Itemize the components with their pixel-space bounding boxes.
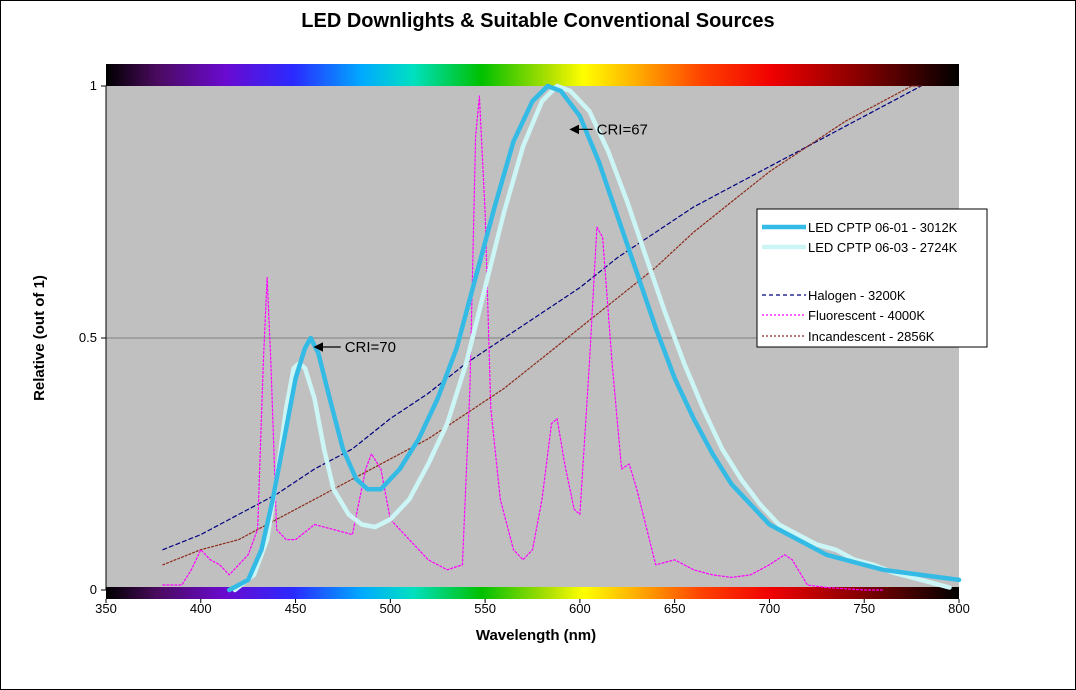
annotation-label: CRI=70 (345, 339, 396, 356)
spectrum-bar-top (106, 64, 959, 86)
legend: LED CPTP 06-01 - 3012K LED CPTP 06-03 - 2… (756, 208, 988, 348)
x-tick-label: 500 (379, 601, 401, 616)
series-line-3 (162, 95, 884, 591)
spectrum-bar-bottom (106, 587, 959, 599)
x-axis-label: Wavelength (nm) (476, 627, 596, 644)
x-tick-label: 650 (664, 601, 686, 616)
series-line-4 (162, 85, 922, 566)
y-tick-label: 0 (90, 582, 97, 597)
x-tick-label: 800 (948, 601, 970, 616)
x-tick-label: 400 (190, 601, 212, 616)
legend-label-3: Fluorescent - 4000K (808, 308, 925, 323)
legend-label-2: Halogen - 3200K (808, 288, 906, 303)
x-tick-label: 550 (474, 601, 496, 616)
chart-title: LED Downlights & Suitable Conventional S… (301, 10, 774, 32)
plot-area (106, 64, 962, 599)
y-axis-ticks: 00.51 (79, 78, 107, 597)
x-tick-label: 600 (569, 601, 591, 616)
legend-label-4: Incandescent - 2856K (808, 329, 935, 344)
series-line-2 (162, 85, 922, 551)
x-tick-label: 700 (759, 601, 781, 616)
x-tick-label: 750 (853, 601, 875, 616)
annotations: CRI=70 CRI=67 (313, 121, 648, 356)
x-tick-label: 350 (95, 601, 117, 616)
legend-box (756, 208, 988, 348)
y-axis-label: Relative (out of 1) (31, 275, 48, 401)
x-axis-ticks: 350 400 450 500 550 600 650 700 750 800 (95, 599, 970, 616)
series-line-0 (226, 83, 962, 593)
y-tick-label: 1 (90, 78, 97, 93)
x-tick-label: 450 (285, 601, 307, 616)
annotation-label: CRI=67 (597, 121, 648, 138)
legend-label-1: LED CPTP 06-03 - 2724K (808, 240, 958, 255)
series-layer (162, 83, 962, 593)
legend-label-0: LED CPTP 06-01 - 3012K (808, 220, 958, 235)
y-tick-label: 0.5 (79, 330, 97, 345)
series-line-1 (232, 83, 952, 593)
